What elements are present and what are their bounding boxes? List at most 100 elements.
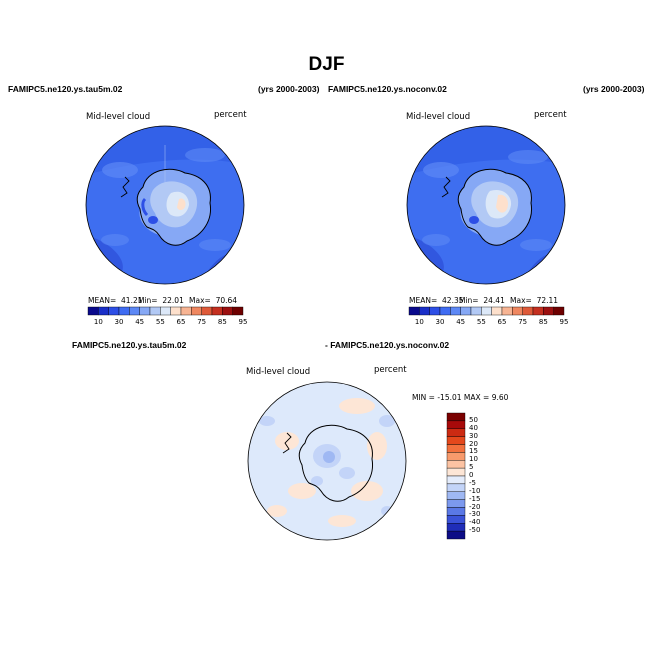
colorbar-swatch (408, 306, 420, 316)
colorbar-swatch (191, 306, 202, 316)
colorbar-tick-label: 45 (135, 318, 145, 326)
colorbar-swatch (129, 306, 140, 316)
colorbar-swatch (446, 428, 466, 437)
colorbar-tick-label: 55 (476, 318, 486, 326)
colorbar-swatch (139, 306, 151, 316)
colorbar-tick-label: 85 (217, 318, 227, 326)
colorbar-swatch (446, 507, 466, 516)
colorbar-swatch (491, 306, 503, 316)
colorbar-swatch (429, 306, 441, 316)
years-label: (yrs 2000-2003) (258, 84, 320, 94)
colorbar-tick-label: 45 (456, 318, 466, 326)
colorbar-swatch (160, 306, 171, 316)
diff-case-b: - FAMIPC5.ne120.ys.noconv.02 (325, 340, 450, 350)
colorbar-tick-label: -15 (469, 494, 481, 503)
colorbar-tick-label: 75 (518, 318, 528, 326)
min-value: Min= 24.41 (459, 296, 505, 305)
colorbar-swatch (553, 306, 565, 316)
colorbar-swatch (419, 306, 430, 316)
units-label: percent (374, 365, 407, 375)
colorbar-tick-label: 10 (469, 455, 478, 464)
colorbar-swatch (532, 306, 544, 316)
colorbar-swatch (446, 523, 466, 532)
colorbar-swatch (211, 306, 223, 316)
colorbar-swatch (446, 420, 466, 429)
colorbar-swatch (446, 412, 466, 422)
colorbar-swatch (446, 515, 466, 524)
colorbar-swatch (446, 530, 466, 540)
colorbar-swatch (446, 460, 466, 469)
colorbar-swatch (149, 306, 161, 316)
colorbar-tick-label: 5 (469, 463, 474, 472)
colorbar-swatch (470, 306, 482, 316)
page-title: DJF (308, 54, 345, 75)
colorbar-tick-label: -10 (469, 486, 481, 495)
colorbar-tick-label: 30 (469, 431, 478, 440)
colorbar-tick-label: -5 (469, 478, 476, 487)
colorbar-tick-label: 0 (469, 471, 474, 479)
colorbar-tick-label: 95 (238, 318, 248, 326)
polar-map-case-a (85, 125, 245, 285)
colorbar-swatch (446, 444, 466, 453)
variable-label: Mid-level cloud (246, 367, 311, 377)
colorbar-swatch (222, 306, 233, 316)
colorbar-tick-label: 55 (155, 318, 165, 326)
colorbar-swatch (108, 306, 120, 316)
colorbar-swatch (460, 306, 472, 316)
colorbar-swatch (446, 499, 466, 508)
colorbar-tick-label: 20 (469, 439, 478, 448)
colorbar-swatch (501, 306, 513, 316)
colorbar-tick-label: 10 (93, 318, 103, 326)
colorbar-tick-label: -20 (469, 502, 481, 511)
colorbar-tick-label: 95 (559, 318, 569, 326)
case-name: FAMIPC5.ne120.ys.tau5m.02 (8, 84, 123, 94)
colorbar-swatch (481, 306, 492, 316)
colorbar-swatch (446, 491, 466, 500)
colorbar-tick-label: 85 (538, 318, 548, 326)
colorbar-swatch (98, 306, 109, 316)
variable-label: Mid-level cloud (406, 112, 471, 122)
diff-case-a: FAMIPC5.ne120.ys.tau5m.02 (72, 340, 187, 350)
colorbar-tick-label: 75 (197, 318, 207, 326)
colorbar-swatch (543, 306, 554, 316)
colorbar-tick-label: -50 (469, 526, 481, 535)
colorbar-swatch (446, 467, 466, 477)
colorbar-tick-label: 40 (469, 423, 478, 432)
max-value: Max= 72.11 (510, 296, 559, 305)
units-label: percent (214, 110, 247, 120)
colorbar-swatches (87, 306, 244, 316)
units-label: percent (534, 110, 567, 120)
years-label: (yrs 2000-2003) (583, 84, 645, 94)
colorbar-swatch (512, 306, 523, 316)
colorbar-tick-label: 50 (469, 415, 478, 424)
colorbar-tick-label: 10 (414, 318, 424, 326)
colorbar-swatch (446, 483, 466, 492)
variable-label: Mid-level cloud (86, 112, 151, 122)
colorbar-tick-label: 15 (469, 447, 478, 456)
colorbar-swatch (201, 306, 213, 316)
case-name: FAMIPC5.ne120.ys.noconv.02 (328, 84, 447, 94)
colorbar-tick-label: 30 (114, 318, 124, 326)
colorbar-tick-label: -40 (469, 518, 481, 527)
colorbar-swatch (522, 306, 534, 316)
colorbar-swatch (439, 306, 451, 316)
colorbar-tick-label: 30 (435, 318, 445, 326)
max-value: Max= 70.64 (189, 296, 238, 305)
colorbar-tick-label: 65 (497, 318, 507, 326)
mean-value: MEAN= 41.21 (88, 296, 143, 305)
polar-map-case-b (406, 125, 566, 285)
min-max-label: MIN = -15.01 MAX = 9.60 (412, 393, 509, 402)
colorbar-swatch (232, 306, 244, 316)
mean-value: MEAN= 42.35 (409, 296, 464, 305)
colorbar-swatch (180, 306, 192, 316)
colorbar-swatch (450, 306, 461, 316)
colorbar-swatch (446, 436, 466, 445)
colorbar-tick-label: 65 (176, 318, 186, 326)
colorbar-swatches (446, 412, 466, 540)
colorbar-swatch (446, 475, 466, 485)
colorbar-swatch (170, 306, 182, 316)
colorbar-tick-label: -30 (469, 510, 481, 519)
colorbar-swatch (446, 452, 466, 461)
polar-map-difference (247, 381, 407, 541)
min-value: Min= 22.01 (138, 296, 184, 305)
